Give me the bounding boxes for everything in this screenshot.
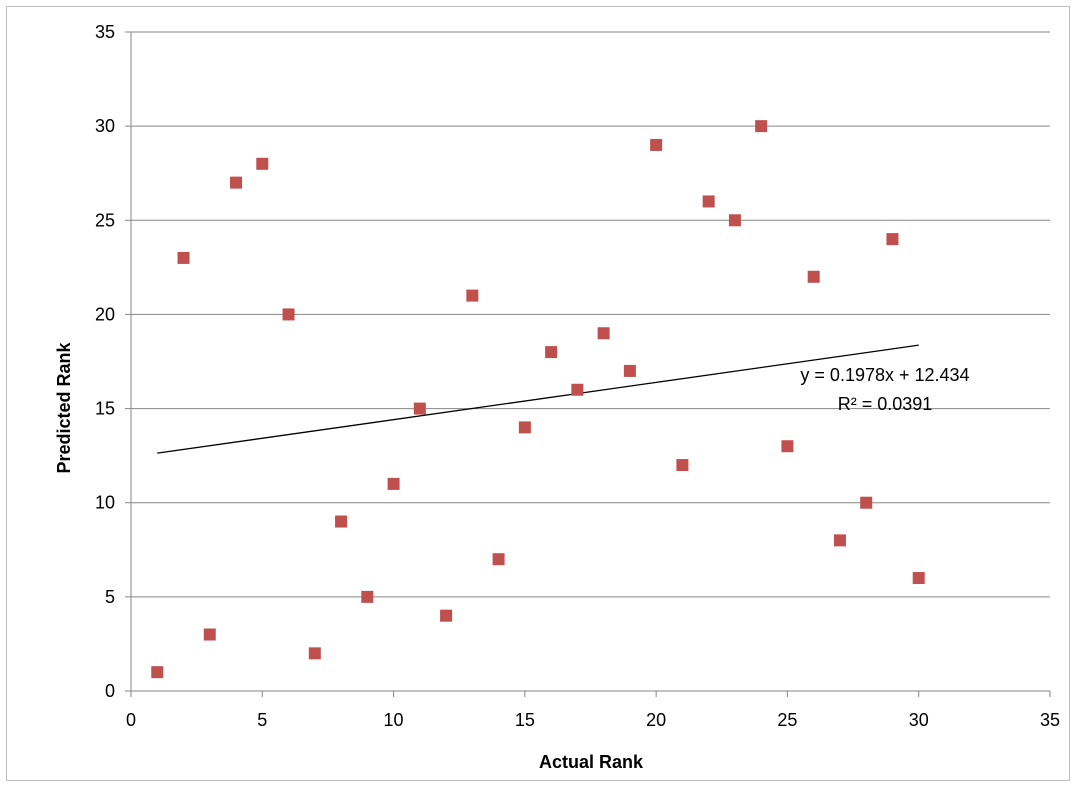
x-tick-label: 35 bbox=[1040, 710, 1060, 730]
x-tick-label: 5 bbox=[257, 710, 267, 730]
y-tick-label: 15 bbox=[95, 399, 115, 419]
x-axis-title: Actual Rank bbox=[539, 752, 644, 772]
data-point bbox=[256, 157, 269, 170]
data-point bbox=[807, 270, 820, 283]
trendline bbox=[157, 344, 919, 454]
data-points bbox=[151, 120, 925, 679]
data-point bbox=[518, 421, 531, 434]
axes bbox=[125, 31, 1051, 697]
data-point bbox=[623, 364, 636, 377]
trendline-group bbox=[157, 344, 919, 454]
y-tick-label: 5 bbox=[105, 587, 115, 607]
y-tick-label: 25 bbox=[95, 210, 115, 230]
y-axis-title: Predicted Rank bbox=[54, 341, 74, 473]
trendline-equation: y = 0.1978x + 12.434 bbox=[800, 365, 969, 385]
data-point bbox=[440, 609, 453, 622]
x-tick-label: 10 bbox=[384, 710, 404, 730]
x-tick-label: 25 bbox=[777, 710, 797, 730]
x-tick-label: 15 bbox=[515, 710, 535, 730]
y-tick-label: 0 bbox=[105, 681, 115, 701]
data-point bbox=[413, 402, 426, 415]
data-point bbox=[492, 553, 505, 566]
y-tick-labels: 0 5 10 15 20 25 30 35 bbox=[95, 22, 115, 701]
data-point bbox=[860, 496, 873, 509]
data-point bbox=[545, 346, 558, 359]
y-tick-label: 35 bbox=[95, 22, 115, 42]
data-point bbox=[387, 477, 400, 490]
data-point bbox=[597, 327, 610, 340]
data-point bbox=[650, 138, 663, 151]
data-point bbox=[203, 628, 216, 641]
data-point bbox=[571, 383, 584, 396]
trendline-r-squared: R² = 0.0391 bbox=[838, 394, 933, 414]
data-point bbox=[177, 251, 190, 264]
x-tick-labels: 0 5 10 15 20 25 30 35 bbox=[126, 710, 1060, 730]
data-point bbox=[755, 120, 768, 133]
data-point bbox=[728, 214, 741, 227]
x-tick-label: 0 bbox=[126, 710, 136, 730]
chart-frame bbox=[6, 6, 1070, 781]
data-point bbox=[361, 590, 374, 603]
data-point bbox=[702, 195, 715, 208]
x-tick-label: 20 bbox=[646, 710, 666, 730]
data-point bbox=[466, 289, 479, 302]
data-point bbox=[282, 308, 295, 321]
data-point bbox=[833, 534, 846, 547]
data-point bbox=[781, 440, 794, 453]
data-point bbox=[676, 459, 689, 472]
y-tick-label: 30 bbox=[95, 116, 115, 136]
data-point bbox=[308, 647, 321, 660]
data-point bbox=[912, 572, 925, 585]
gridlines bbox=[131, 31, 1050, 598]
y-tick-label: 10 bbox=[95, 493, 115, 513]
data-point bbox=[886, 233, 899, 246]
data-point bbox=[335, 515, 348, 528]
data-point bbox=[151, 666, 164, 679]
y-tick-label: 20 bbox=[95, 304, 115, 324]
x-tick-label: 30 bbox=[909, 710, 929, 730]
data-point bbox=[230, 176, 243, 189]
